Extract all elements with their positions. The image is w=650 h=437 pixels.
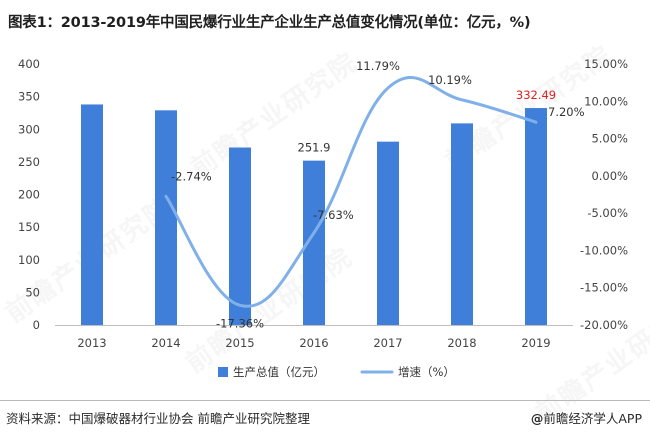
bar-2019 [525,108,547,325]
y-right-tick-label: -20.00% [580,318,628,332]
legend-bar-label: 生产总值（亿元） [233,365,325,379]
y-right-tick-label: 15.00% [584,57,628,71]
bar-2016 [303,160,325,325]
chart-title: 图表1：2013-2019年中国民爆行业生产企业生产总值变化情况(单位：亿元，%… [8,15,531,31]
legend-bar-swatch [218,367,228,377]
y-right-tick-label: 10.00% [584,94,628,108]
y-left-tick-label: 0 [33,318,40,332]
x-tick-label: 2017 [373,336,402,350]
y-left-tick-label: 200 [18,188,40,202]
y-left-tick-label: 50 [25,285,40,299]
bar-data-label: 251.9 [298,141,331,155]
x-tick-label: 2013 [77,336,106,350]
y-right-tick-label: -5.00% [587,206,628,220]
x-tick-label: 2014 [151,336,180,350]
footer-divider [0,400,650,401]
brand-credit: @前瞻经济学人APP [531,408,642,427]
y-left-tick-label: 300 [18,122,40,136]
line-data-label: -7.63% [313,208,354,222]
bar-2013 [81,104,103,325]
line-data-label: -2.74% [171,169,212,183]
brand-at-icon: @ [530,411,544,426]
growth-rate-line [164,76,538,308]
y-right-tick-label: 5.00% [591,132,628,146]
y-left-tick-label: 400 [18,57,40,71]
x-tick-label: 2018 [447,336,476,350]
bar-2015 [229,147,251,325]
source-note: 资料来源：中国爆破器材行业协会 前瞻产业研究院整理 [6,411,310,426]
bar-2018 [451,123,473,325]
y-right-tick-label: -15.00% [580,281,628,295]
y-right-tick-label: -10.00% [580,243,628,257]
y-left-tick-label: 350 [18,90,40,104]
bar-2017 [377,141,399,325]
x-tick-label: 2015 [225,336,254,350]
line-data-label: -17.36% [216,316,264,330]
x-tick-label: 2016 [299,336,328,350]
brand-name: 前瞻经济学人APP [543,411,642,426]
bar-2014 [155,110,177,325]
line-data-label: 7.20% [548,105,585,119]
line-data-label: 11.79% [356,59,400,73]
y-left-tick-label: 250 [18,155,40,169]
y-left-tick-label: 100 [18,253,40,267]
y-right-tick-label: 0.00% [591,169,628,183]
y-left-tick-label: 150 [18,220,40,234]
combo-chart: 0 50 100 150 200 250 300 350 400 -20.00% -15.00% -1… [18,57,628,379]
bar-data-label: 332.49 [516,88,556,102]
line-data-label: 10.19% [428,73,472,87]
legend-line-label: 增速（%） [398,365,455,379]
x-tick-label: 2019 [521,336,550,350]
